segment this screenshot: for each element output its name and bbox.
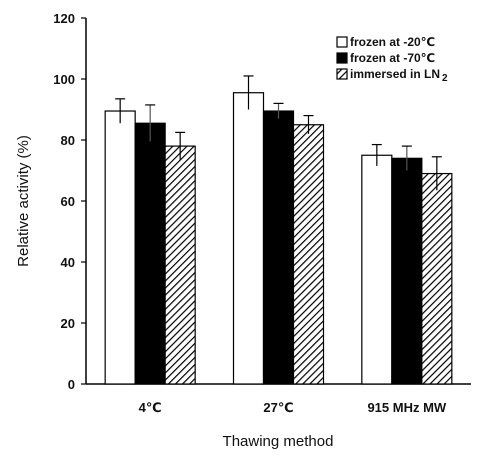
legend-label-frozen-minus20: frozen at -20℃ [350, 35, 435, 49]
x-tick-label: 27℃ [263, 400, 293, 415]
bar-series-0-cat-2 [361, 154, 393, 385]
x-tick-label: 915 MHz MW [367, 400, 446, 415]
bar-series-1-cat-1 [262, 110, 295, 385]
y-tick-label: 80 [61, 133, 75, 148]
x-tick-label: 4℃ [139, 400, 162, 415]
legend-swatch-frozen-minus20 [336, 36, 348, 48]
legend-swatch-frozen-minus70 [336, 52, 348, 64]
y-tick-label: 100 [53, 72, 75, 87]
bar-series-0-cat-1 [232, 92, 265, 385]
y-axis-ticks: 0 20 40 60 80 100 120 [53, 11, 86, 392]
legend-label-frozen-minus70: frozen at -70℃ [350, 51, 435, 65]
y-tick-label: 20 [61, 316, 75, 331]
legend-label-immersed-ln2-sub: 2 [442, 73, 448, 84]
bars [104, 92, 453, 385]
y-tick-label: 40 [61, 255, 75, 270]
bar-series-2-cat-0 [164, 145, 196, 385]
legend-label-immersed-ln2: immersed in LN 2 [350, 67, 448, 84]
y-tick-label: 60 [61, 194, 75, 209]
x-axis-title: Thawing method [223, 433, 334, 450]
legend-swatch-immersed-ln2 [336, 68, 348, 80]
legend: frozen at -20℃ frozen at -70℃ immersed i… [336, 35, 448, 84]
y-axis-title: Relative activity (%) [15, 135, 32, 267]
bar-series-1-cat-0 [134, 122, 166, 385]
bar-series-2-cat-1 [292, 124, 325, 385]
y-tick-label: 0 [68, 377, 75, 392]
legend-label-immersed-ln2-main: immersed in LN [350, 67, 440, 81]
bar-series-2-cat-2 [421, 172, 453, 385]
bar-series-1-cat-2 [391, 157, 423, 385]
error-bars [115, 75, 442, 191]
x-axis-ticks: 4℃ 27℃ 915 MHz MW [139, 400, 447, 415]
y-tick-label: 120 [53, 11, 75, 26]
bar-series-0-cat-0 [104, 110, 136, 385]
